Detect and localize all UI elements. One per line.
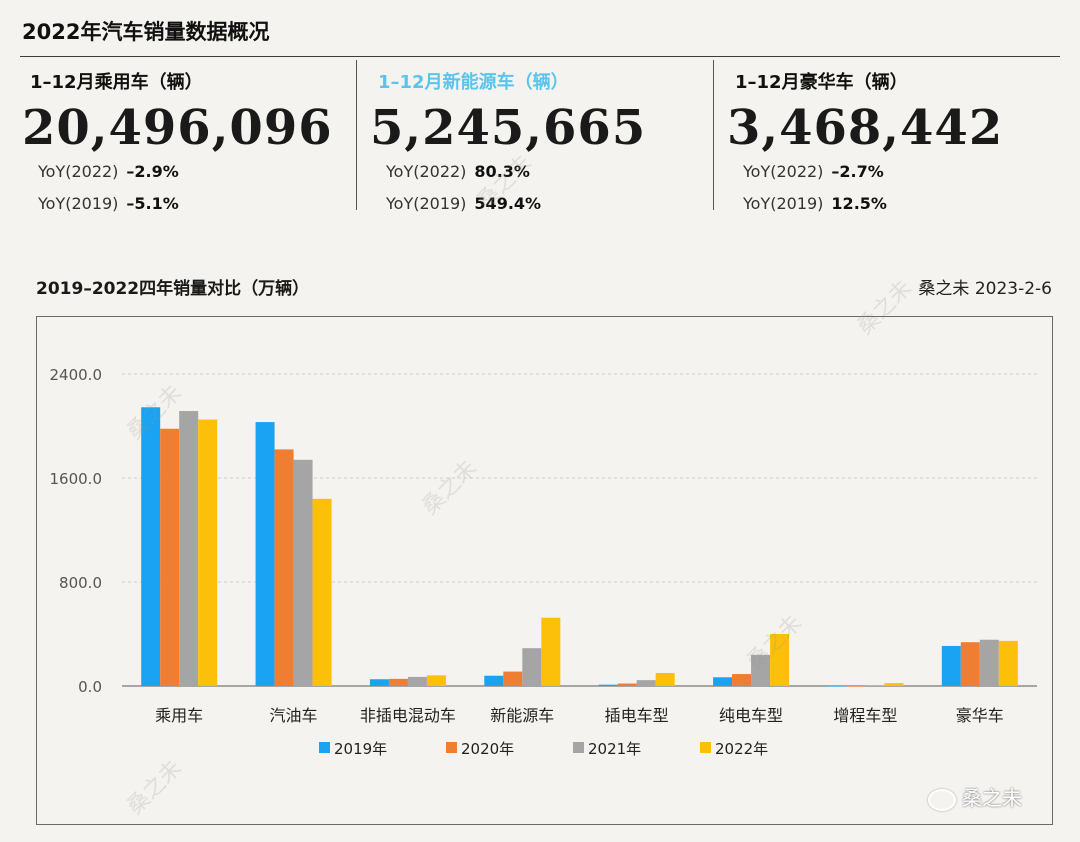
yoy-value: –5.1% [126,194,179,213]
legend-swatch [319,742,330,753]
bar-2019年-插电车型 [598,684,618,686]
kpi-yoy-2019: YoY(2019) 549.4% [386,188,710,220]
y-tick-label: 0.0 [78,678,102,696]
bar-2019年-新能源车 [484,675,504,686]
bar-2020年-汽油车 [274,449,294,686]
bar-2019年-非插电混动车 [369,679,389,686]
chart-frame: 0.0 800.0 1600.0 2400.0 乘用车 汽油车 非插电混动车 新能源车 插电车型… [36,316,1053,825]
bar-2022年-纯电车型 [770,634,790,686]
yoy-label: YoY(2019) [386,194,467,213]
yoy-value: –2.9% [126,162,179,181]
bar-2021年-插电车型 [636,680,656,686]
legend-swatch [700,742,711,753]
kpi-yoy-2022: YoY(2022) –2.9% [38,156,362,188]
yoy-label: YoY(2022) [38,162,119,181]
yoy-label: YoY(2022) [386,162,467,181]
kpi-label: 1–12月新能源车（辆） [378,72,569,93]
bar-2022年-豪华车 [998,640,1018,686]
bar-2022年-非插电混动车 [426,675,446,686]
bar-2020年-乘用车 [160,428,180,686]
legend-label: 2022年 [715,740,768,758]
legend-swatch [446,742,457,753]
chat-bubble-icon [928,788,956,811]
bar-2021年-非插电混动车 [407,676,427,686]
bar-2019年-增程车型 [827,686,847,687]
kpi-divider [713,60,714,210]
x-tick-label: 汽油车 [270,706,318,725]
x-tick-label: 插电车型 [605,706,669,725]
y-tick-label: 800.0 [59,574,102,592]
legend-swatch [573,742,584,753]
bar-2020年-新能源车 [503,671,523,686]
yoy-label: YoY(2019) [38,194,119,213]
bar-2022年-乘用车 [198,419,218,686]
bar-2022年-增程车型 [884,683,904,686]
brand-mark: 桑之未 [928,782,1022,811]
kpi-yoy-2022: YoY(2022) –2.7% [743,156,1067,188]
kpi-yoy-2019: YoY(2019) –5.1% [38,188,362,220]
kpi-yoy-2022: YoY(2022) 80.3% [386,156,710,188]
kpi-luxury: 1–12月豪华车（辆） 3,468,442 YoY(2022) –2.7% YoY… [727,68,1067,220]
kpi-label: 1–12月乘用车（辆） [30,72,203,93]
bar-2019年-豪华车 [941,645,961,686]
bar-2020年-插电车型 [617,683,637,686]
bar-2020年-增程车型 [846,686,866,687]
kpi-value: 3,468,442 [727,100,1004,156]
x-tick-label: 豪华车 [956,706,1004,725]
kpi-value: 5,245,665 [370,100,647,156]
x-tick-label: 纯电车型 [719,706,783,725]
bar-chart: 0.0 800.0 1600.0 2400.0 乘用车 汽油车 非插电混动车 新能源车 插电车型… [50,366,1037,758]
bar-2019年-乘用车 [141,407,161,686]
kpi-yoy-2019: YoY(2019) 12.5% [743,188,1067,220]
x-tick-label: 新能源车 [490,706,554,725]
bar-2022年-汽油车 [312,498,332,686]
legend-label: 2019年 [334,740,387,758]
bar-2022年-新能源车 [541,617,561,686]
legend-label: 2020年 [461,740,514,758]
chart-subheading: 2019–2022四年销量对比（万辆） [36,279,310,299]
bar-2019年-纯电车型 [713,677,733,686]
bar-2021年-增程车型 [865,685,885,686]
bar-2021年-新能源车 [522,648,542,686]
y-tick-label: 1600.0 [50,470,103,488]
bar-2021年-乘用车 [179,411,199,686]
yoy-value: 12.5% [831,194,887,213]
x-tick-label: 增程车型 [833,706,897,725]
page-title: 2022年汽车销量数据概况 [22,20,270,44]
kpi-divider [356,60,357,210]
kpi-value: 20,496,096 [22,100,333,156]
yoy-value: 549.4% [474,194,542,213]
bar-2020年-纯电车型 [732,674,752,686]
bar-2021年-纯电车型 [751,654,771,686]
bar-2019年-汽油车 [255,422,275,686]
kpi-nev: 1–12月新能源车（辆） 5,245,665 YoY(2022) 80.3% Yo… [370,68,710,220]
bar-2020年-非插电混动车 [388,678,408,686]
kpi-passenger: 1–12月乘用车（辆） 20,496,096 YoY(2022) –2.9% Yo… [22,68,362,220]
yoy-label: YoY(2022) [743,162,824,181]
author-date: 桑之未 2023-2-6 [918,279,1052,299]
y-tick-label: 2400.0 [50,366,103,384]
x-tick-label: 非插电混动车 [360,706,456,725]
bar-2021年-汽油车 [293,459,313,686]
x-tick-label: 乘用车 [155,706,203,725]
kpi-label: 1–12月豪华车（辆） [735,72,908,93]
yoy-label: YoY(2019) [743,194,824,213]
bar-2021年-豪华车 [979,639,999,686]
yoy-value: 80.3% [474,162,530,181]
brand-name: 桑之未 [962,786,1022,810]
legend-label: 2021年 [588,740,641,758]
title-divider [20,56,1060,57]
bar-2022年-插电车型 [655,673,675,686]
bar-2020年-豪华车 [960,642,980,686]
yoy-value: –2.7% [831,162,884,181]
